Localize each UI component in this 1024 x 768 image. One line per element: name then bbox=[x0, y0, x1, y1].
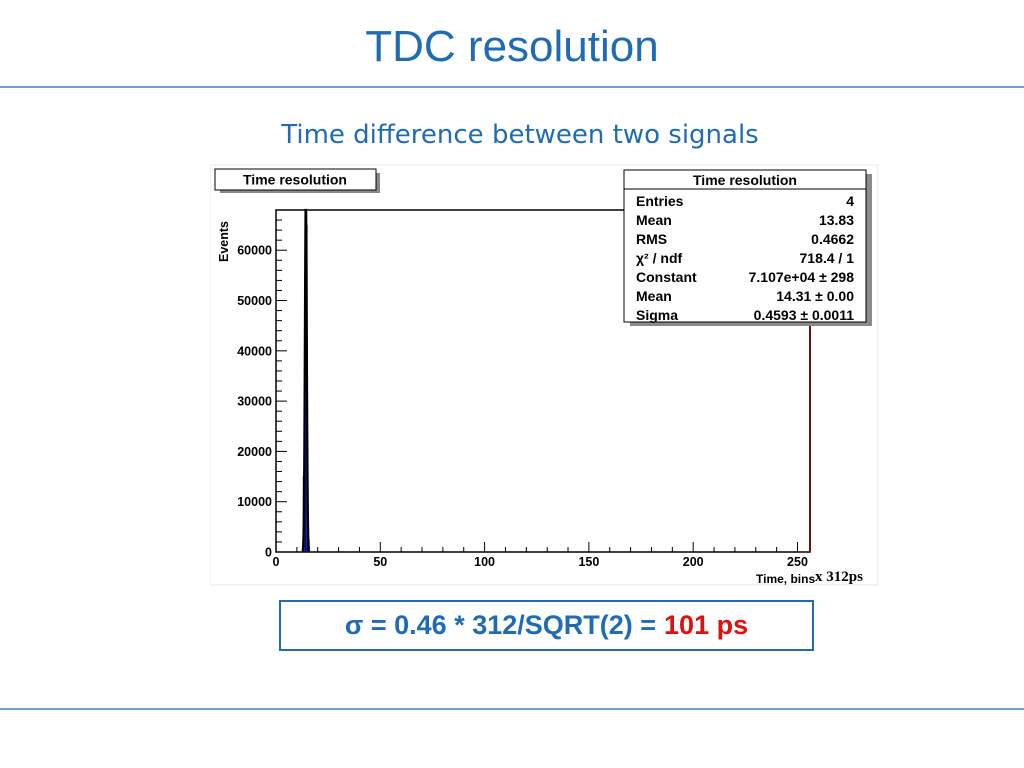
time-unit-note: x 312ps bbox=[815, 569, 863, 585]
stats-row-label: Constant bbox=[636, 269, 697, 285]
x-tick-label: 0 bbox=[273, 555, 280, 569]
stats-row-value: 718.4 / 1 bbox=[800, 250, 855, 266]
slide-subtitle: Time difference between two signals bbox=[281, 120, 759, 150]
stats-row-label: RMS bbox=[636, 231, 667, 247]
y-axis: 0 10000 20000 30000 40000 50000 60000 bbox=[237, 209, 287, 560]
y-tick-label: 40000 bbox=[237, 344, 272, 358]
histogram-plot: 0 50 100 150 200 250 0 10000 20000 30000 40000 500… bbox=[210, 164, 879, 586]
y-tick-label: 30000 bbox=[237, 395, 272, 409]
gaussian-fit-curve bbox=[301, 208, 311, 552]
stats-row-value: 0.4593 ± 0.0011 bbox=[754, 307, 855, 323]
plot-title-box: Time resolution bbox=[214, 168, 380, 193]
x-tick-label: 250 bbox=[787, 555, 808, 569]
x-tick-label: 50 bbox=[373, 555, 387, 569]
stats-row-label: Sigma bbox=[636, 307, 678, 323]
resolution-formula-box: σ = 0.46 * 312/SQRT(2) = 101 ps bbox=[279, 600, 814, 651]
stats-box-title: Time resolution bbox=[693, 172, 797, 188]
plot-title: Time resolution bbox=[243, 172, 347, 188]
stats-row-value: 13.83 bbox=[819, 212, 854, 228]
x-axis: 0 50 100 150 200 250 bbox=[273, 542, 808, 569]
stats-row-value: 4 bbox=[846, 193, 854, 209]
y-tick-label: 0 bbox=[265, 546, 272, 560]
x-tick-label: 100 bbox=[474, 555, 495, 569]
formula-result: 101 ps bbox=[664, 610, 749, 640]
stats-row-value: 14.31 ± 0.00 bbox=[776, 288, 854, 304]
stats-box: Time resolution Entries 4 Mean 13.83 RMS 0.46… bbox=[623, 169, 872, 326]
stats-row-label: Entries bbox=[636, 193, 684, 209]
y-tick-label: 60000 bbox=[237, 244, 272, 258]
x-axis-title: Time, bins bbox=[756, 572, 815, 586]
stats-row-value: 0.4662 bbox=[811, 231, 854, 247]
stats-row-value: 7.107e+04 ± 298 bbox=[749, 269, 855, 285]
x-tick-label: 150 bbox=[578, 555, 599, 569]
bottom-divider bbox=[0, 708, 1024, 710]
y-tick-label: 50000 bbox=[237, 294, 272, 308]
y-axis-title: Events bbox=[217, 221, 231, 262]
slide-title: TDC resolution bbox=[365, 22, 659, 71]
x-tick-label: 200 bbox=[683, 555, 704, 569]
stats-row-label: Mean bbox=[636, 212, 672, 228]
y-tick-label: 10000 bbox=[237, 495, 272, 509]
y-tick-label: 20000 bbox=[237, 445, 272, 459]
top-divider bbox=[0, 86, 1024, 88]
stats-row-label: χ² / ndf bbox=[636, 250, 682, 266]
stats-row-label: Mean bbox=[636, 288, 672, 304]
formula-expression: σ = 0.46 * 312/SQRT(2) = bbox=[344, 610, 657, 640]
